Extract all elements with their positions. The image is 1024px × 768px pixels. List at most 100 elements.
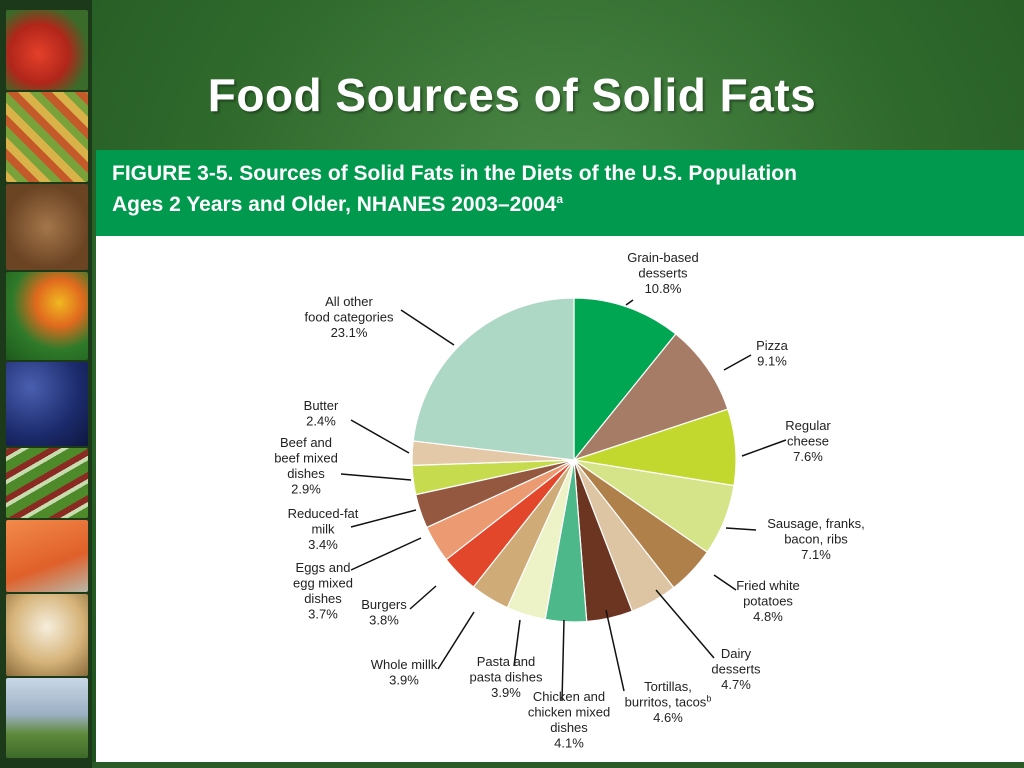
leader-line [340, 473, 412, 481]
slice-label-line: burritos, tacos [625, 695, 707, 710]
leader-line [713, 574, 737, 591]
slice-label-line: Regular [785, 418, 831, 433]
slice-label-line: 4.6% [653, 710, 683, 725]
figure-panel: FIGURE 3-5. Sources of Solid Fats in the… [96, 150, 1024, 762]
figure-heading-footnote: a [556, 192, 564, 206]
slice-label-line: Sausage, franks, [767, 516, 865, 531]
slice-label-footnote: b [706, 694, 711, 704]
figure-heading-line-2: Ages 2 Years and Older, NHANES 2003–2004… [112, 192, 563, 217]
slice-label-line: Chicken and [533, 689, 605, 704]
leader-line [561, 619, 565, 702]
bottom-border [92, 762, 1024, 768]
leader-line [437, 611, 475, 670]
slice-label-line: Butter [304, 398, 339, 413]
salad-photo [6, 448, 88, 518]
figure-heading-text: Ages 2 Years and Older, NHANES 2003–2004 [112, 193, 557, 216]
cereal-bowl-photo [6, 594, 88, 676]
slice-label-line: Burgers [361, 597, 407, 612]
leader-lines [340, 299, 787, 702]
blueberries-photo [6, 362, 88, 446]
leader-line [725, 527, 757, 531]
slice-label-line: Beef and [280, 435, 332, 450]
slice-label-line: 4.7% [721, 677, 751, 692]
slice-label-line: 9.1% [757, 354, 787, 369]
slice-label-line: 2.9% [291, 482, 321, 497]
slice-label: Burgers 3.8% [361, 597, 407, 628]
slice-label: Beef and beef mixed dishes 2.9% [274, 435, 338, 497]
bread-photo [6, 184, 88, 270]
slice-label-line: 2.4% [306, 414, 336, 429]
slice-label: Chicken and chicken mixed dishes 4.1% [528, 689, 610, 751]
food-photo-strip [0, 0, 92, 768]
outdoor-activity-photo [6, 678, 88, 758]
slice-label: Butter 2.4% [304, 398, 339, 429]
leader-line [723, 354, 752, 371]
salmon-photo [6, 520, 88, 592]
slice-label-line: potatoes [743, 594, 793, 609]
figure-heading-line-1: FIGURE 3-5. Sources of Solid Fats in the… [112, 162, 797, 185]
slice-label: All other food categories 23.1% [305, 294, 394, 340]
leader-line [350, 537, 422, 571]
peppers-broccoli-photo [6, 272, 88, 360]
slice-label-line: dishes [550, 720, 588, 735]
slice-label: Sausage, franks, bacon, ribs 7.1% [767, 516, 865, 562]
slice-label-line: desserts [638, 266, 688, 281]
slice-label: Pizza 9.1% [756, 338, 789, 369]
vegetables-photo [6, 92, 88, 182]
slice-label-line: 3.8% [369, 613, 399, 628]
slice-label: Reduced-fat milk 3.4% [288, 506, 359, 552]
slice-label-line: bacon, ribs [784, 532, 848, 547]
slice-label: Tortillas, burritos, tacosb 4.6% [625, 679, 712, 725]
slice-label: Pasta and pasta dishes 3.9% [470, 654, 543, 700]
slice-label-line: 4.8% [753, 609, 783, 624]
slice-label: Fried white potatoes 4.8% [736, 578, 800, 624]
leader-line [400, 309, 455, 346]
slice-label-line: 4.1% [554, 736, 584, 751]
slice-label-line: 3.9% [389, 673, 419, 688]
slice-label-line: cheese [787, 434, 829, 449]
slice-label-line: 23.1% [331, 325, 368, 340]
slice-label-line: dishes [304, 591, 342, 606]
slice-label-line: desserts [711, 662, 761, 677]
slice-label-line: 7.6% [793, 449, 823, 464]
leader-line [350, 419, 410, 454]
pie-slice [573, 297, 677, 462]
slice-label-line: milk [311, 522, 335, 537]
pie-slice [412, 297, 575, 461]
slice-label-line: egg mixed [293, 576, 353, 591]
leader-line [655, 589, 715, 659]
leader-line [513, 619, 521, 667]
slice-label: Whole millk 3.9% [371, 657, 438, 688]
leader-line [625, 299, 634, 306]
slice-label-line: Pizza [756, 338, 789, 353]
slice-label: Grain-based desserts 10.8% [627, 250, 699, 296]
slice-label-line: 3.9% [491, 685, 521, 700]
slice-label-line: Fried white [736, 578, 800, 593]
pie-slices [411, 297, 737, 623]
leader-line [605, 609, 625, 692]
slice-label-line: 3.4% [308, 537, 338, 552]
slice-label-line: pasta dishes [470, 670, 543, 685]
slice-label-line: Pasta and [477, 654, 536, 669]
slice-label-line: All other [325, 294, 373, 309]
slice-label-line: Dairy [721, 646, 752, 661]
slice-label-line: Tortillas, [644, 679, 692, 694]
slice-label: Regular cheese 7.6% [785, 418, 831, 464]
leader-line [350, 509, 417, 528]
slice-label-line: Whole millk [371, 657, 438, 672]
slice-labels: Grain-based desserts 10.8%Pizza 9.1%Regular… [274, 250, 865, 751]
leader-line [741, 439, 787, 457]
slice-label-line: 10.8% [645, 281, 682, 296]
slice-label: Dairy desserts 4.7% [711, 646, 761, 692]
slide-title: Food Sources of Solid Fats [207, 69, 817, 121]
slice-label-line: Grain-based [627, 250, 699, 265]
slice-label-line: beef mixed [274, 451, 338, 466]
slice-label-line: 3.7% [308, 607, 338, 622]
tomato-photo [6, 10, 88, 90]
slice-label-line: food categories [305, 310, 394, 325]
slice-label-line: dishes [287, 466, 325, 481]
slice-label-line: chicken mixed [528, 705, 610, 720]
figure-header: FIGURE 3-5. Sources of Solid Fats in the… [96, 150, 1024, 236]
slice-label-line: Reduced-fat [288, 506, 359, 521]
slice-label: Eggs and egg mixed dishes 3.7% [293, 560, 353, 622]
